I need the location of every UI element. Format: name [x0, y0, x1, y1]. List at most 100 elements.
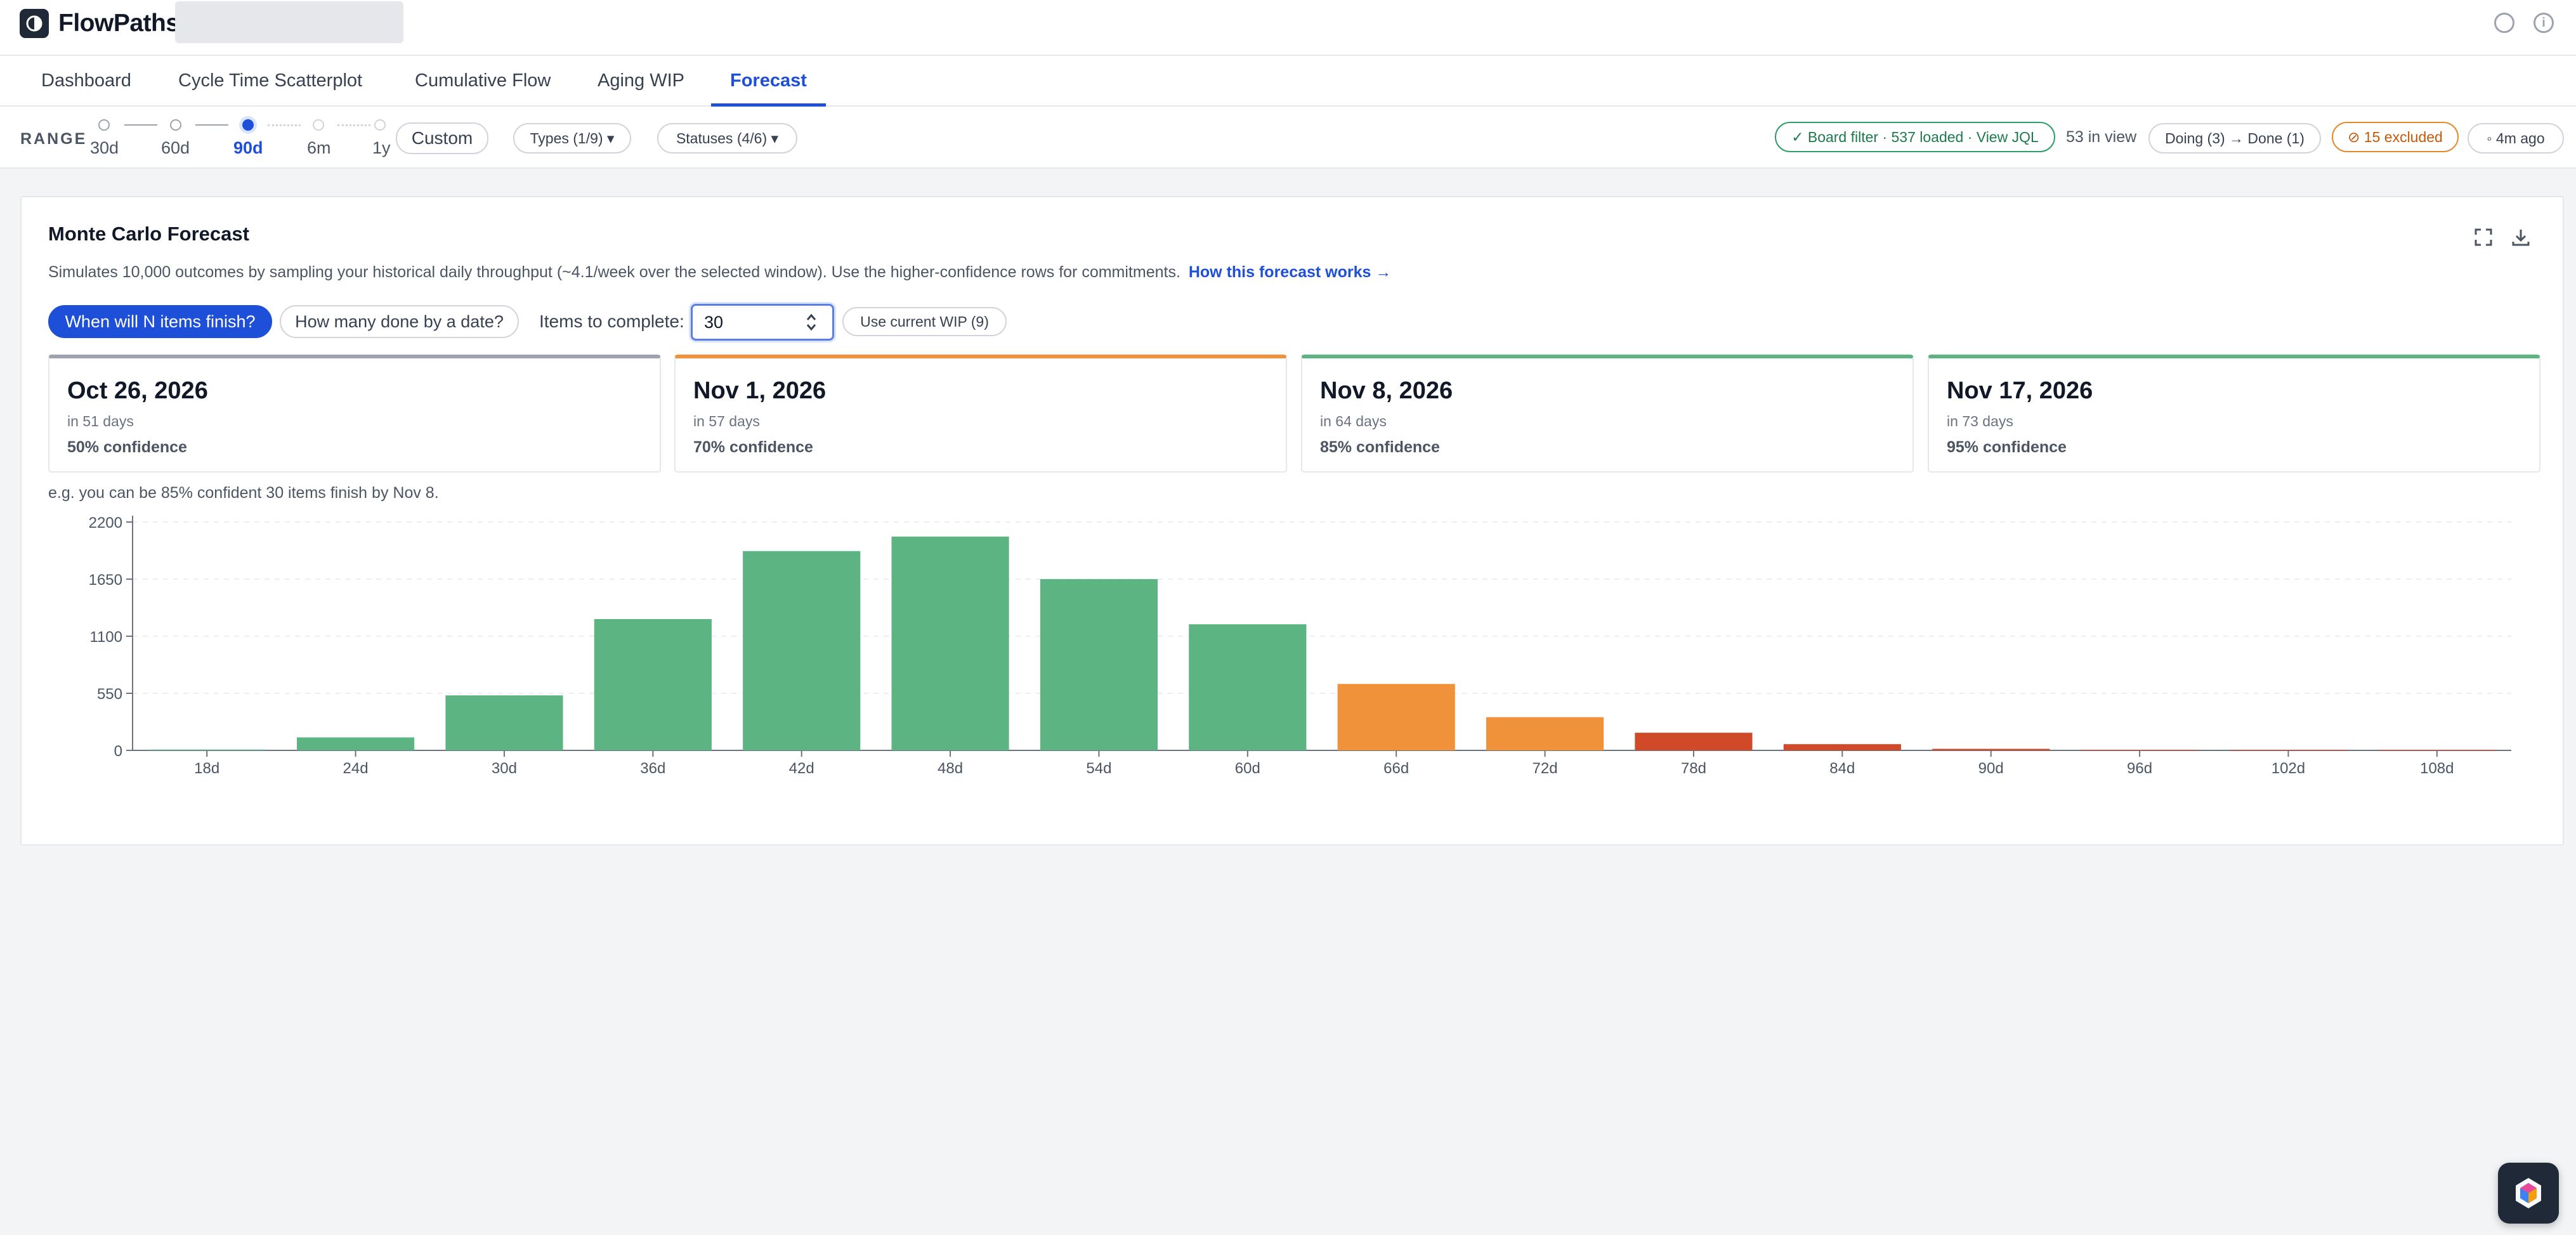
x-tick-label: 18d — [194, 760, 219, 777]
custom-range-button[interactable]: Custom — [396, 122, 488, 154]
use-current-wip-button[interactable]: Use current WIP (9) — [842, 307, 1007, 336]
x-tick-label: 66d — [1383, 760, 1409, 777]
confidence-level: 95% confidence — [1947, 438, 2067, 456]
items-to-complete-label: Items to complete: — [539, 311, 684, 331]
view-tabs: Dashboard Cycle Time Scatterplot Cumulat… — [0, 56, 2576, 107]
expand-icon[interactable] — [2474, 228, 2493, 247]
x-tick-label: 24d — [343, 760, 369, 777]
histogram-bar — [296, 737, 415, 750]
histogram-bar — [1189, 624, 1307, 750]
confidence-date: Nov 17, 2026 — [1947, 377, 2093, 404]
confidence-date: Oct 26, 2026 — [67, 377, 208, 404]
assistant-icon — [2516, 1178, 2541, 1208]
x-tick-label: 108d — [2420, 760, 2454, 777]
confidence-days: in 64 days — [1320, 413, 1387, 429]
range-option-60d[interactable]: 60d — [161, 138, 190, 157]
confidence-level: 85% confidence — [1320, 438, 1440, 456]
x-tick-label: 102d — [2272, 760, 2305, 777]
confidence-card-85: Nov 8, 2026 in 64 days 85% confidence — [1301, 355, 1914, 473]
help-link[interactable]: How this forecast works → — [1188, 263, 1392, 281]
y-tick-label: 2200 — [89, 514, 122, 532]
range-stop-60d[interactable] — [170, 119, 181, 131]
board-filter-badge[interactable]: ✓ Board filter · 537 loaded · View JQL — [1775, 122, 2055, 152]
histogram-bar — [1040, 579, 1158, 750]
range-track — [268, 124, 301, 126]
x-tick-label: 36d — [640, 760, 665, 777]
in-view-count: 53 in view — [2066, 128, 2137, 146]
range-label: RANGE — [20, 130, 88, 148]
top-header: FlowPaths i — [0, 0, 2576, 56]
confidence-level: 70% confidence — [693, 438, 813, 456]
x-tick-label: 78d — [1681, 760, 1706, 777]
tab-dashboard[interactable]: Dashboard — [41, 70, 131, 91]
range-option-6m[interactable]: 6m — [307, 138, 331, 157]
info-icon[interactable]: i — [2534, 13, 2554, 33]
tab-aging-wip[interactable]: Aging WIP — [598, 70, 684, 91]
histogram-bar — [1932, 748, 2050, 750]
range-stop-30d[interactable] — [98, 119, 110, 131]
x-tick-label: 54d — [1086, 760, 1111, 777]
confidence-card-70: Nov 1, 2026 in 57 days 70% confidence — [674, 355, 1287, 473]
histogram-bar — [445, 695, 563, 750]
status-flow-badge[interactable]: Doing (3) → Done (1) — [2148, 123, 2321, 154]
forecast-card: Monte Carlo Forecast Simulates 10,000 ou… — [20, 196, 2564, 846]
range-track — [124, 124, 157, 126]
confidence-date: Nov 1, 2026 — [693, 377, 827, 404]
statuses-filter[interactable]: Statuses (4/6) ▾ — [657, 123, 797, 154]
tab-cumulative-flow[interactable]: Cumulative Flow — [415, 70, 551, 91]
histogram-bar — [891, 536, 1009, 750]
histogram-bar — [1486, 717, 1604, 750]
x-tick-label: 60d — [1235, 760, 1260, 777]
range-stop-6m[interactable] — [313, 119, 324, 131]
tab-forecast[interactable]: Forecast — [711, 56, 826, 107]
items-to-complete-input[interactable]: 30 — [691, 304, 834, 341]
forecast-histogram: 0 550 1100 1650 2200 18d 24d 30d 36d 42d 48d 54d 60d… — [89, 514, 2511, 777]
confidence-date: Nov 8, 2026 — [1320, 377, 1453, 404]
range-stop-1y[interactable] — [374, 119, 386, 131]
y-tick-label: 550 — [97, 686, 122, 703]
types-filter[interactable]: Types (1/9) ▾ — [513, 123, 631, 154]
tab-cycle-time-scatterplot[interactable]: Cycle Time Scatterplot — [178, 70, 363, 91]
excluded-items-badge[interactable]: ⊘ 15 excluded — [2332, 122, 2459, 152]
histogram-bar — [1635, 733, 1753, 750]
x-tick-label: 90d — [1978, 760, 2004, 777]
range-track — [195, 124, 228, 126]
confidence-days: in 73 days — [1947, 413, 2013, 429]
range-option-30d[interactable]: 30d — [90, 138, 119, 157]
assistant-button[interactable] — [2498, 1163, 2559, 1224]
download-icon[interactable] — [2511, 228, 2530, 247]
workspace-selector[interactable] — [175, 1, 403, 43]
y-tick-label: 1100 — [89, 629, 122, 646]
app-name: FlowPaths — [58, 10, 180, 37]
histogram-bar — [743, 551, 861, 750]
confidence-days: in 57 days — [693, 413, 760, 429]
last-refresh-badge[interactable]: ◦ 4m ago — [2468, 123, 2564, 154]
range-filter-bar: RANGE 30d 60d 90d 6m 1y Custom Types (1/… — [0, 107, 2576, 169]
mode-when-button[interactable]: When will N items finish? — [48, 305, 272, 338]
forecast-example: e.g. you can be 85% confident 30 items f… — [48, 484, 439, 502]
confidence-level: 50% confidence — [67, 438, 187, 456]
histogram-bar — [1783, 744, 1901, 750]
y-tick-label: 0 — [114, 743, 122, 760]
flowpaths-logo-icon[interactable] — [20, 9, 49, 38]
stepper-icon[interactable] — [805, 311, 818, 333]
x-tick-label: 30d — [492, 760, 517, 777]
settings-icon[interactable] — [2494, 13, 2514, 33]
description-text: Simulates 10,000 outcomes by sampling yo… — [48, 263, 1180, 281]
x-tick-label: 96d — [2127, 760, 2152, 777]
mode-how-many-button[interactable]: How many done by a date? — [280, 305, 519, 338]
x-tick-label: 42d — [789, 760, 814, 777]
x-tick-label: 84d — [1829, 760, 1855, 777]
histogram-bar — [594, 619, 712, 750]
x-tick-label: 72d — [1533, 760, 1558, 777]
confidence-card-95: Nov 17, 2026 in 73 days 95% confidence — [1928, 355, 2540, 473]
x-tick-label: 48d — [938, 760, 963, 777]
histogram-bar — [1337, 684, 1455, 750]
range-track — [337, 124, 370, 126]
range-stop-90d[interactable] — [242, 119, 254, 131]
confidence-days: in 51 days — [67, 413, 134, 429]
confidence-card-50: Oct 26, 2026 in 51 days 50% confidence — [48, 355, 661, 473]
range-option-90d[interactable]: 90d — [233, 138, 263, 157]
range-option-1y[interactable]: 1y — [372, 138, 391, 157]
forecast-description: Simulates 10,000 outcomes by sampling yo… — [48, 263, 1391, 282]
